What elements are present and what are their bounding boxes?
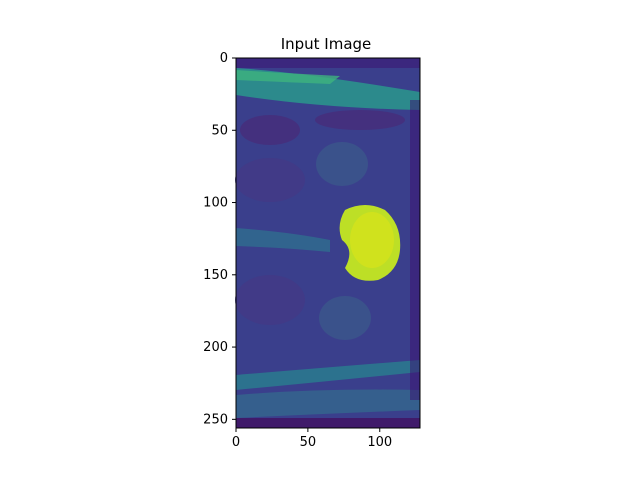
- y-tick-label: 250: [203, 412, 228, 427]
- y-tick-label: 200: [203, 340, 228, 355]
- y-tick-label: 50: [211, 123, 228, 138]
- x-tick-label: 100: [367, 435, 392, 450]
- y-tick-label: 100: [203, 196, 228, 211]
- dark-region-4: [235, 275, 305, 325]
- fat-band-top-highlight: [236, 70, 340, 84]
- right-dark-edge: [410, 100, 420, 400]
- x-tick-label: 0: [232, 435, 240, 450]
- x-tick-label: 50: [300, 435, 317, 450]
- y-axis-ticks: 0 50 100 150 200 250: [203, 51, 236, 427]
- y-tick-label: 150: [203, 268, 228, 283]
- chart-title: Input Image: [281, 35, 372, 53]
- bright-focal-highlight: [350, 212, 394, 268]
- dark-region-1: [240, 115, 300, 145]
- dark-region-3: [235, 158, 305, 202]
- top-dark-strip: [236, 58, 420, 68]
- axes-frame: [235, 57, 421, 429]
- heatmap-image: [235, 58, 420, 428]
- bottom-dark-strip: [236, 418, 420, 428]
- tissue-band-lower-1: [236, 360, 420, 390]
- x-axis-ticks: 0 50 100: [232, 428, 392, 450]
- y-tick-label: 0: [220, 51, 228, 66]
- central-band: [236, 228, 330, 252]
- tissue-band-lower-2: [236, 389, 420, 418]
- dark-region-2: [315, 110, 405, 130]
- femoral-head-lower: [319, 296, 371, 340]
- femoral-head-upper: [316, 142, 368, 186]
